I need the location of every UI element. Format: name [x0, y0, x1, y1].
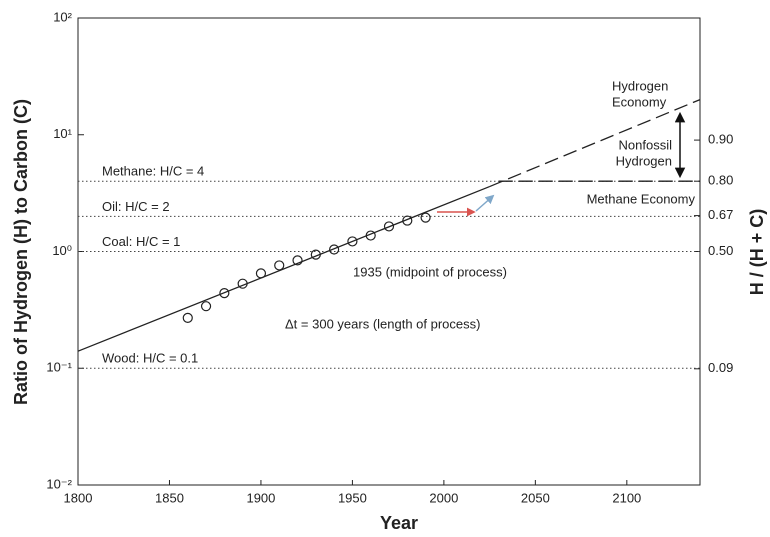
- annotation: Methane Economy: [587, 191, 696, 206]
- y2-axis-title: H / (H + C): [747, 209, 767, 296]
- data-point: [200, 301, 212, 312]
- y2-tick-label: 0.67: [708, 207, 733, 222]
- x-tick-label: 1850: [155, 490, 184, 505]
- y-tick-label: 10⁻¹: [46, 360, 72, 375]
- x-tick-label: 1900: [246, 490, 275, 505]
- data-point: [219, 288, 230, 299]
- data-point: [274, 260, 285, 271]
- annotation: Δt = 300 years (length of process): [285, 316, 480, 331]
- y-tick-label: 10⁻²: [46, 476, 72, 491]
- x-tick-label: 1950: [338, 490, 367, 505]
- data-point: [329, 244, 340, 255]
- y2-tick-label: 0.90: [708, 132, 733, 147]
- dashed-line: [489, 99, 701, 188]
- y-tick-label: 10¹: [53, 126, 72, 141]
- annotation: Nonfossil: [619, 137, 673, 152]
- x-tick-label: 2100: [612, 490, 641, 505]
- x-tick-label: 2000: [429, 490, 458, 505]
- y2-tick-label: 0.50: [708, 243, 733, 258]
- reference-label: Coal: H/C = 1: [102, 234, 180, 249]
- data-point: [383, 221, 395, 232]
- y-tick-label: 10⁰: [52, 243, 72, 258]
- x-tick-label: 1800: [64, 490, 93, 505]
- data-point: [347, 236, 358, 247]
- y2-tick-label: 0.09: [708, 360, 733, 375]
- annotation: Economy: [612, 94, 667, 109]
- x-tick-label: 2050: [521, 490, 550, 505]
- annotation: Hydrogen: [612, 78, 668, 93]
- reference-label: Oil: H/C = 2: [102, 199, 170, 214]
- reference-label: Wood: H/C = 0.1: [102, 351, 198, 366]
- data-point: [292, 255, 303, 266]
- annotation: 1935 (midpoint of process): [353, 264, 507, 279]
- reference-label: Methane: H/C = 4: [102, 164, 204, 179]
- data-point: [182, 312, 193, 323]
- y2-tick-label: 0.80: [708, 173, 733, 188]
- data-point: [420, 212, 431, 223]
- x-axis-title: Year: [380, 513, 418, 533]
- annotation: Hydrogen: [616, 153, 672, 168]
- fit-line: [77, 185, 490, 352]
- y-tick-label: 10²: [53, 9, 72, 24]
- blue-arrow: [475, 194, 495, 212]
- y-axis-title: Ratio of Hydrogen (H) to Carbon (C): [11, 99, 31, 405]
